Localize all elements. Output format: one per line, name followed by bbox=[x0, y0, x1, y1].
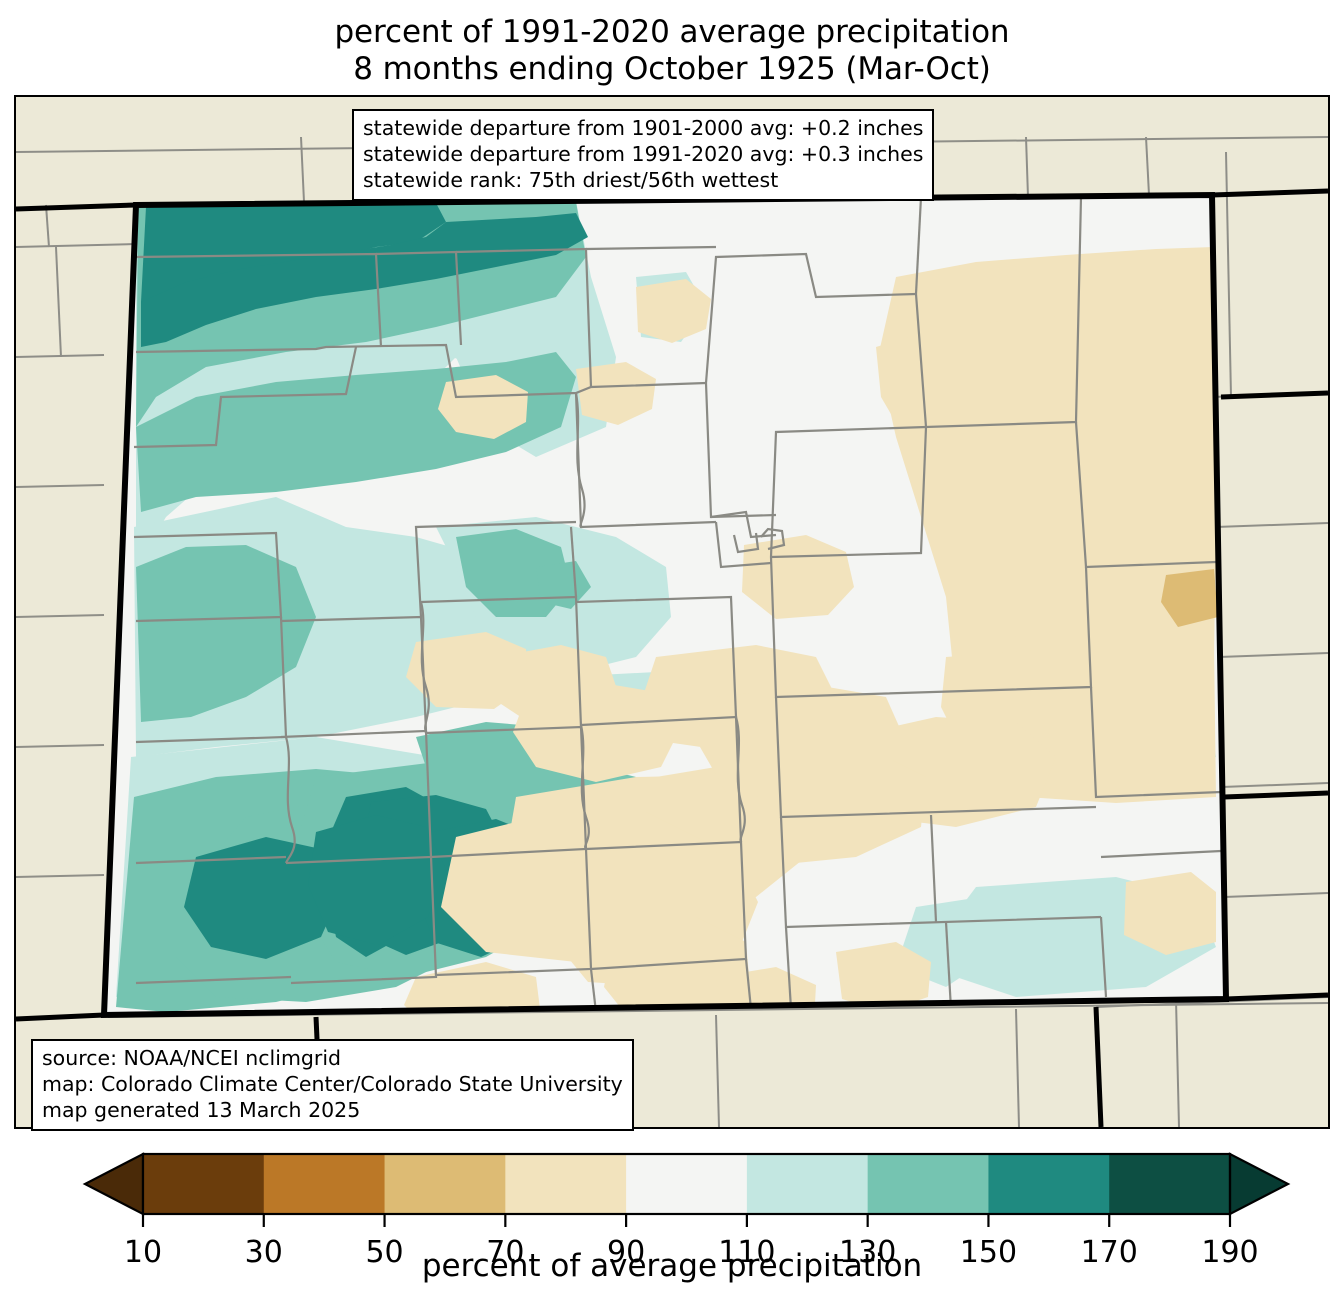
colorbar-outline bbox=[141, 1152, 1232, 1216]
map-frame bbox=[14, 95, 1330, 1129]
colorbar-tick-label-110: 110 bbox=[718, 1235, 775, 1270]
colorbar-band-50-70 bbox=[384, 1154, 506, 1214]
source-line-3: map generated 13 March 2025 bbox=[42, 1097, 361, 1122]
page-title: percent of 1991-2020 average precipitati… bbox=[0, 14, 1344, 88]
colorbar-extend-low bbox=[82, 1152, 145, 1216]
colorbar-band-90-110 bbox=[626, 1154, 748, 1214]
colorbar-tick-label-70: 70 bbox=[486, 1235, 524, 1270]
colorbar-tick-label-170: 170 bbox=[1081, 1235, 1138, 1270]
neighbor-state-borders bbox=[16, 188, 1328, 1127]
colorbar-tick-label-150: 150 bbox=[960, 1235, 1017, 1270]
source-line-1: source: NOAA/NCEI nclimgrid bbox=[42, 1046, 342, 1070]
precipitation-raster bbox=[104, 195, 1226, 1015]
stats-line-3: statewide rank: 75th driest/56th wettest bbox=[363, 167, 779, 192]
source-line-2: map: Colorado Climate Center/Colorado St… bbox=[42, 1071, 623, 1096]
colorbar-extend-high bbox=[1228, 1152, 1291, 1216]
title-line-2: 8 months ending October 1925 (Mar-Oct) bbox=[353, 51, 991, 88]
band-50-70 bbox=[1161, 569, 1218, 627]
colorbar-tick-label-30: 30 bbox=[245, 1235, 283, 1270]
colorbar-tick-label-90: 90 bbox=[607, 1235, 645, 1270]
colorbar-tick-label-130: 130 bbox=[839, 1235, 896, 1270]
colorbar-band-110-130 bbox=[746, 1154, 869, 1214]
statewide-stats-box: statewide departure from 1901-2000 avg: … bbox=[352, 109, 935, 202]
source-attribution-box: source: NOAA/NCEI nclimgrid map: Colorad… bbox=[31, 1039, 634, 1132]
colorbar-band-10-30 bbox=[143, 1154, 265, 1214]
colorbar-band-70-90 bbox=[505, 1154, 627, 1214]
colorbar-tick-labels: 10 30 50 70 90 110 130 150 170 190 bbox=[124, 1235, 1259, 1270]
title-line-1: percent of 1991-2020 average precipitati… bbox=[334, 14, 1010, 50]
colorbar-axis-label: percent of average precipitation bbox=[421, 1248, 923, 1284]
colorbar-tick-label-10: 10 bbox=[124, 1235, 162, 1270]
colorbar-bands bbox=[82, 1152, 1291, 1216]
colorbar: 10 30 50 70 90 110 130 150 170 190 bbox=[0, 1148, 1344, 1299]
stats-line-1: statewide departure from 1901-2000 avg: … bbox=[363, 116, 924, 140]
colorbar-tick-label-190: 190 bbox=[1201, 1235, 1258, 1270]
stats-line-2: statewide departure from 1991-2020 avg: … bbox=[363, 141, 924, 166]
colorado-county-lines bbox=[133, 196, 1222, 1013]
colorado-precipitation-map bbox=[16, 97, 1328, 1127]
colorbar-tick-label-50: 50 bbox=[365, 1235, 403, 1270]
colorbar-band-130-150 bbox=[867, 1154, 989, 1214]
colorbar-band-170-190 bbox=[1109, 1154, 1231, 1214]
colorbar-svg: 10 30 50 70 90 110 130 150 170 190 bbox=[82, 1152, 1291, 1270]
colorbar-band-30-50 bbox=[263, 1154, 386, 1214]
colorbar-band-150-170 bbox=[988, 1154, 1110, 1214]
colorbar-ticks bbox=[141, 1214, 1232, 1227]
band-70-90 bbox=[404, 247, 1218, 1015]
